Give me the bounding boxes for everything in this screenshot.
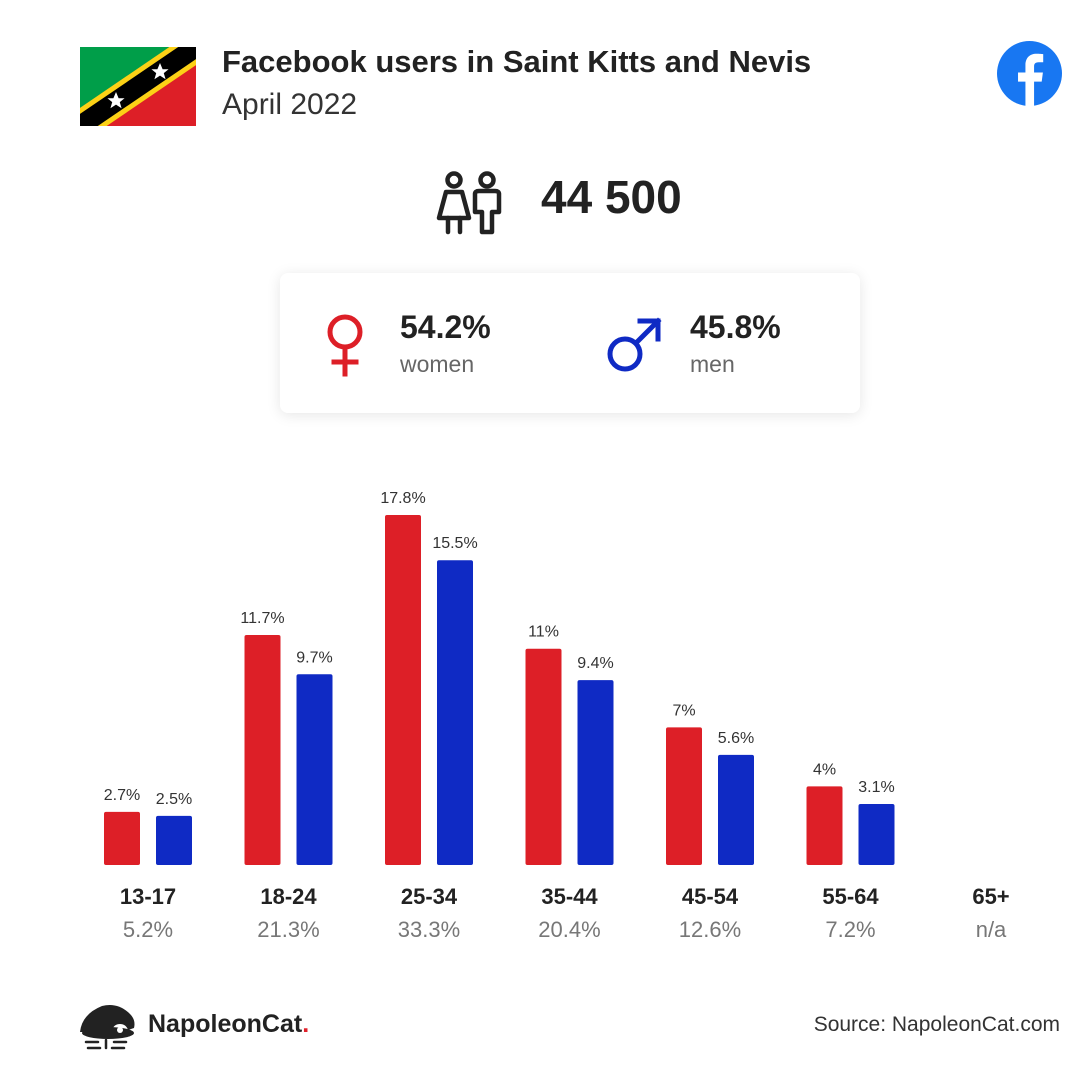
category-label: 45-54 [681,884,739,909]
category-total: 12.6% [678,917,742,942]
category-label: 65+ [972,884,1010,909]
bar-55-64-series-2 [858,804,895,865]
bar-value-label: 5.6% [718,730,754,747]
age-gender-bar-chart: 2.7% 2.5% 11.7% 9.7% 17.8% 15.5% 11% 9.4% 7% 5.6%… [104,490,895,865]
category-label: 55-64 [822,884,879,909]
bar-value-label: 11.7% [240,610,284,627]
bar-25-34-series-1 [385,515,421,865]
men-label: men [690,351,735,377]
source-text: Source: NapoleonCat.com [813,1013,1060,1036]
bar-35-44-series-2 [577,680,614,865]
category-total: n/a [975,917,1007,942]
bar-value-label: 15.5% [432,535,477,552]
bar-value-label: 7% [672,702,695,719]
bar-value-label: 3.1% [858,779,894,796]
facebook-logo-icon [997,41,1062,106]
bar-value-label: 4% [813,761,836,778]
category-total: 7.2% [825,917,876,942]
category-label: 18-24 [260,884,317,909]
bar-18-24-series-1 [244,634,281,865]
bar-25-34-series-2 [437,560,473,865]
bar-18-24-series-2 [296,674,333,865]
bar-45-54-series-2 [718,754,754,865]
women-percent: 54.2% [400,309,491,345]
gender-split-card: 54.2% women 45.8% men [280,273,860,413]
category-label: 25-34 [400,884,458,909]
category-total: 5.2% [122,917,174,942]
bar-55-64-series-1 [806,786,843,865]
bar-35-44-series-1 [525,648,562,865]
bar-value-label: 2.5% [156,791,192,808]
women-label: women [400,351,475,377]
page-subtitle: April 2022 [222,88,358,121]
users-icon [436,171,502,235]
bar-value-label: 11% [528,624,559,641]
category-label: 35-44 [541,884,598,909]
category-label: 13-17 [119,884,177,909]
bar-value-label: 9.7% [296,649,332,666]
bar-45-54-series-1 [666,727,702,865]
bar-value-label: 17.8% [380,490,425,507]
bar-13-17-series-2 [156,815,192,865]
saint-kitts-and-nevis-flag-icon [80,47,196,126]
men-percent: 45.8% [690,309,781,345]
total-users-value: 44 500 [541,171,682,223]
female-symbol-icon [327,314,363,377]
category-total: 20.4% [538,917,601,942]
napoleoncat-logo-icon [80,1005,135,1050]
bar-13-17-series-1 [104,811,140,865]
bar-value-label: 2.7% [104,787,140,804]
category-total: 33.3% [397,917,461,942]
bar-value-label: 9.4% [577,655,613,672]
page-title: Facebook users in Saint Kitts and Nevis [222,44,812,79]
male-symbol-icon [607,317,662,372]
category-total: 21.3% [257,917,320,942]
brand-name: NapoleonCat. [148,1010,310,1038]
